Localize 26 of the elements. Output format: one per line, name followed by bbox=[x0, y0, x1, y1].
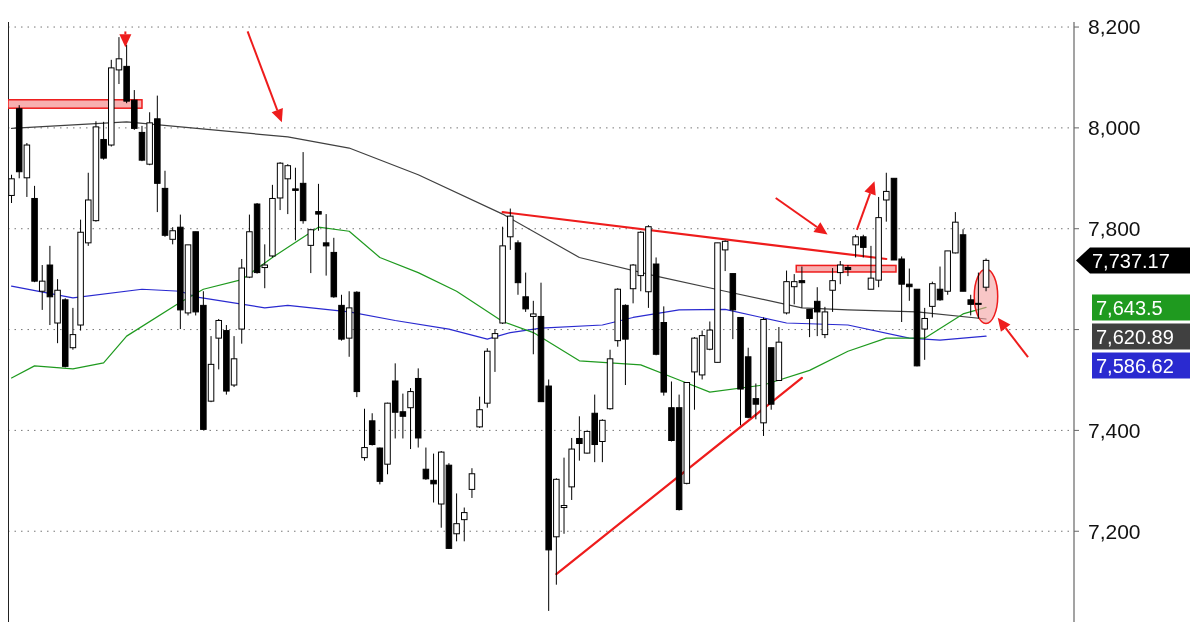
candlestick bbox=[468, 467, 476, 499]
text: 7,737.17 bbox=[1092, 249, 1170, 272]
y-tick-label: 7,400 bbox=[1088, 418, 1141, 442]
candlestick bbox=[422, 447, 430, 481]
y-tick-label: 8,200 bbox=[1088, 15, 1141, 39]
y-tick-label: 8,000 bbox=[1088, 116, 1141, 140]
candlestick bbox=[307, 228, 315, 274]
text: 7,620.89 bbox=[1096, 325, 1174, 348]
line-series bbox=[10, 285, 987, 341]
candlestick bbox=[476, 396, 483, 429]
text: 7,643.5 bbox=[1096, 296, 1163, 319]
candlestick bbox=[315, 183, 322, 232]
candlestick bbox=[461, 507, 468, 542]
candlestick bbox=[491, 328, 499, 373]
candlestick bbox=[8, 174, 15, 204]
y-tick-label: 7,200 bbox=[1088, 519, 1141, 543]
line-series bbox=[10, 121, 987, 320]
candlestick bbox=[522, 272, 529, 313]
candlestick bbox=[322, 213, 330, 277]
candlestick bbox=[368, 412, 376, 447]
candlestick bbox=[829, 267, 836, 313]
y-tick-label: 7,800 bbox=[1088, 217, 1141, 241]
candlestick bbox=[507, 208, 514, 251]
text: 7,586.62 bbox=[1096, 354, 1174, 377]
line-series bbox=[10, 226, 987, 393]
candlestick bbox=[361, 408, 368, 462]
